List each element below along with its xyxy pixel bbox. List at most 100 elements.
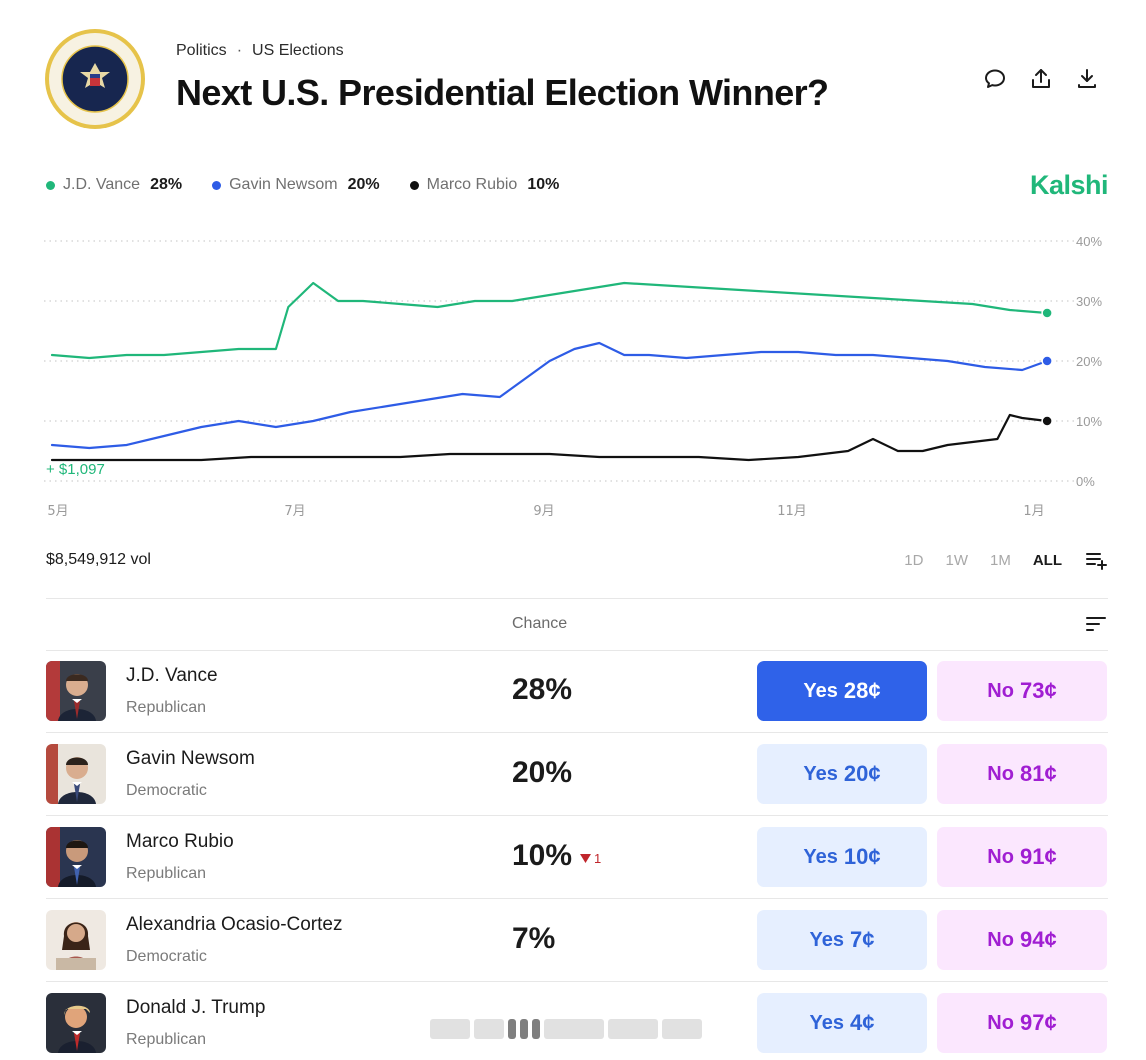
time-range-selector: 1D 1W 1M ALL [904, 548, 1108, 572]
y-tick-label: 30% [1076, 294, 1102, 309]
breadcrumb: Politics · US Elections [176, 42, 344, 60]
volume-label: $8,549,912 vol [46, 551, 151, 568]
yes-label: Yes [803, 679, 838, 702]
x-tick-label: 1月 [1023, 504, 1044, 519]
chance-value: 20% [512, 756, 572, 790]
no-label: No [987, 928, 1014, 951]
table-row[interactable]: Marco Rubio Republican 10% 1 Yes 10¢ No 91… [46, 817, 1108, 899]
candidate-name: Donald J. Trump [126, 997, 266, 1018]
series-endpoint [1041, 307, 1053, 319]
buy-yes-button[interactable]: Yes 20¢ [757, 744, 927, 804]
candidate-party: Democratic [126, 782, 207, 799]
legend-item-newsom: Gavin Newsom 20% [212, 176, 380, 194]
avatar [46, 661, 106, 721]
yes-label: Yes [809, 928, 844, 951]
buy-no-button[interactable]: No 91¢ [937, 827, 1107, 887]
yes-price: 7¢ [850, 927, 875, 952]
table-row[interactable]: Gavin Newsom Democratic 20% Yes 20¢ No 81¢ [46, 734, 1108, 816]
download-icon[interactable] [1074, 66, 1100, 92]
legend-item-vance: J.D. Vance 28% [46, 176, 182, 194]
chance-column-header: Chance [512, 615, 568, 632]
buy-no-button[interactable]: No 94¢ [937, 910, 1107, 970]
no-label: No [987, 679, 1014, 702]
breadcrumb-us-elections[interactable]: US Elections [252, 42, 344, 59]
buy-no-button[interactable]: No 73¢ [937, 661, 1107, 721]
buy-yes-button[interactable]: Yes 4¢ [757, 993, 927, 1053]
yes-price: 28¢ [843, 678, 881, 703]
yes-label: Yes [809, 1011, 844, 1034]
legend-dot [46, 180, 55, 190]
chance-value: 7% [512, 922, 555, 956]
yes-label: Yes [803, 845, 838, 868]
legend-item-rubio: Marco Rubio 10% [409, 176, 560, 194]
buy-yes-button[interactable]: Yes 7¢ [757, 910, 927, 970]
x-tick-label: 5月 [47, 504, 68, 519]
no-label: No [987, 845, 1014, 868]
chance-percent: 7% [512, 922, 556, 955]
range-1w[interactable]: 1W [945, 551, 968, 569]
divider [46, 898, 1108, 899]
range-1m[interactable]: 1M [989, 551, 1011, 569]
no-price: 94¢ [1019, 927, 1057, 952]
breadcrumb-separator: · [236, 42, 243, 59]
candidate-party: Republican [126, 699, 207, 716]
yes-price: 10¢ [843, 844, 881, 869]
watermark [430, 1012, 730, 1046]
x-tick-label: 9月 [533, 504, 554, 519]
range-1d[interactable]: 1D [904, 551, 924, 569]
legend-dot [409, 180, 419, 190]
yes-price: 20¢ [843, 761, 881, 786]
triangle-down-icon [580, 853, 592, 863]
no-label: No [987, 762, 1014, 785]
table-row[interactable]: Alexandria Ocasio-Cortez Democratic 7% Y… [46, 900, 1108, 982]
candidate-name: J.D. Vance [126, 665, 218, 686]
sort-icon[interactable] [1084, 614, 1108, 634]
chance-change-value: 1 [594, 850, 602, 866]
no-price: 81¢ [1019, 761, 1057, 786]
buy-yes-button[interactable]: Yes 28¢ [757, 661, 927, 721]
y-tick-label: 0% [1076, 474, 1095, 489]
legend-pct: 20% [347, 176, 380, 193]
avatar [46, 827, 106, 887]
legend-pct: 10% [527, 176, 560, 193]
brand-logo: Kalshi [1029, 170, 1109, 200]
divider [46, 598, 1108, 599]
legend-name: J.D. Vance [63, 176, 141, 193]
no-price: 97¢ [1019, 1010, 1057, 1035]
buy-no-button[interactable]: No 81¢ [937, 744, 1107, 804]
series-line [50, 341, 1049, 450]
chart-legend: J.D. Vance 28% Gavin Newsom 20% Marco Ru… [46, 176, 559, 194]
share-icon[interactable] [1028, 66, 1054, 92]
buy-yes-button[interactable]: Yes 10¢ [757, 827, 927, 887]
candidate-party: Republican [126, 865, 207, 882]
candidate-party: Democratic [126, 948, 207, 965]
breadcrumb-politics[interactable]: Politics [176, 42, 227, 59]
playlist-add-icon[interactable] [1084, 548, 1108, 572]
avatar [46, 744, 106, 804]
candidate-name: Marco Rubio [126, 831, 234, 852]
table-row[interactable]: J.D. Vance Republican 28% Yes 28¢ No 73¢ [46, 651, 1108, 733]
legend-pct: 28% [150, 176, 183, 193]
chance-percent: 10% [512, 839, 573, 872]
divider [46, 732, 1108, 733]
price-history-chart[interactable]: 40% 30% 20% 10% 0% 5月 7月 9月 11月 1月 + $1,097 [44, 228, 1114, 528]
range-all[interactable]: ALL [1032, 551, 1062, 569]
yes-label: Yes [803, 762, 838, 785]
divider [46, 815, 1108, 816]
chance-percent: 20% [512, 756, 573, 789]
no-price: 73¢ [1019, 678, 1057, 703]
chance-value: 10% 1 [512, 839, 601, 873]
legend-dot [212, 180, 222, 190]
table-row[interactable]: Donald J. Trump Republican Yes 4¢ No 97¢ [46, 983, 1108, 1060]
buy-no-button[interactable]: No 97¢ [937, 993, 1107, 1053]
legend-name: Gavin Newsom [229, 176, 338, 193]
avatar [46, 910, 106, 970]
chance-change: 1 [580, 851, 601, 866]
y-tick-label: 20% [1076, 354, 1102, 369]
series-endpoint [1041, 355, 1053, 367]
x-tick-label: 7月 [284, 504, 305, 519]
page-title: Next U.S. Presidential Election Winner? [176, 72, 829, 113]
comment-icon[interactable] [982, 66, 1008, 92]
y-tick-label: 10% [1076, 414, 1102, 429]
divider [46, 981, 1108, 982]
